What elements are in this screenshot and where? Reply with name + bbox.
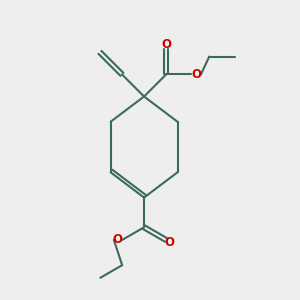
Text: O: O <box>113 233 123 246</box>
Text: O: O <box>191 68 201 81</box>
Text: O: O <box>164 236 175 249</box>
Text: O: O <box>161 38 171 51</box>
